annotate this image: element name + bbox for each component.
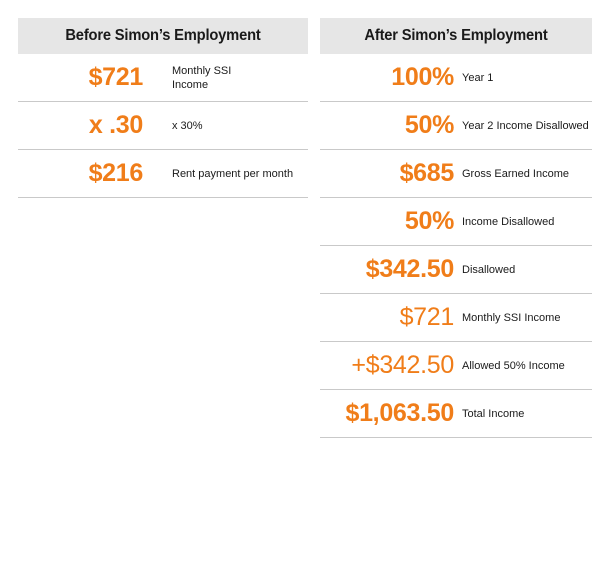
table-row: $685 Gross Earned Income (320, 150, 592, 198)
row-label: Year 2 Income Disallowed (462, 119, 589, 132)
row-value: $342.50 (365, 255, 455, 283)
table-row: $342.50 Disallowed (320, 246, 592, 294)
table-row: $721 Monthly SSI Income (18, 54, 308, 102)
row-label: Income Disallowed (462, 215, 555, 228)
row-value: $216 (88, 159, 144, 187)
row-value: 100% (391, 63, 454, 91)
row-label: Monthly SSI Income (462, 311, 561, 324)
row-value: 50% (404, 111, 454, 139)
table-row: $721 Monthly SSI Income (320, 294, 592, 342)
before-header: Before Simon’s Employment (18, 18, 308, 54)
row-value: $721 (399, 303, 455, 331)
table-row: $216 Rent payment per month (18, 150, 308, 198)
table-row: 100% Year 1 (320, 54, 592, 102)
row-label: Rent payment per month (172, 167, 294, 180)
row-label: Gross Earned Income (462, 167, 569, 180)
table-row: +$342.50 Allowed 50% Income (320, 342, 592, 390)
row-value: $721 (88, 63, 144, 91)
row-label: x 30% (172, 119, 203, 132)
table-row: x .30 x 30% (18, 102, 308, 150)
table-row: 50% Income Disallowed (320, 198, 592, 246)
row-value: 50% (404, 207, 454, 235)
after-header: After Simon’s Employment (320, 18, 592, 54)
row-label: Disallowed (462, 263, 516, 276)
after-title: After Simon’s Employment (330, 18, 582, 54)
row-label: Allowed 50% Income (462, 359, 565, 372)
row-label: Total Income (462, 407, 525, 420)
row-value: x .30 (88, 111, 143, 139)
row-label: Monthly SSI Income (172, 64, 232, 91)
table-row: 50% Year 2 Income Disallowed (320, 102, 592, 150)
row-value: $685 (399, 159, 455, 187)
row-value: +$342.50 (351, 351, 454, 379)
table-row: $1,063.50 Total Income (320, 390, 592, 438)
before-employment-panel: Before Simon’s Employment $721 Monthly S… (18, 18, 308, 198)
row-label: Year 1 (462, 71, 494, 84)
after-employment-panel: After Simon’s Employment 100% Year 1 50%… (320, 18, 592, 438)
row-value: $1,063.50 (345, 399, 454, 427)
before-title: Before Simon’s Employment (29, 18, 297, 54)
